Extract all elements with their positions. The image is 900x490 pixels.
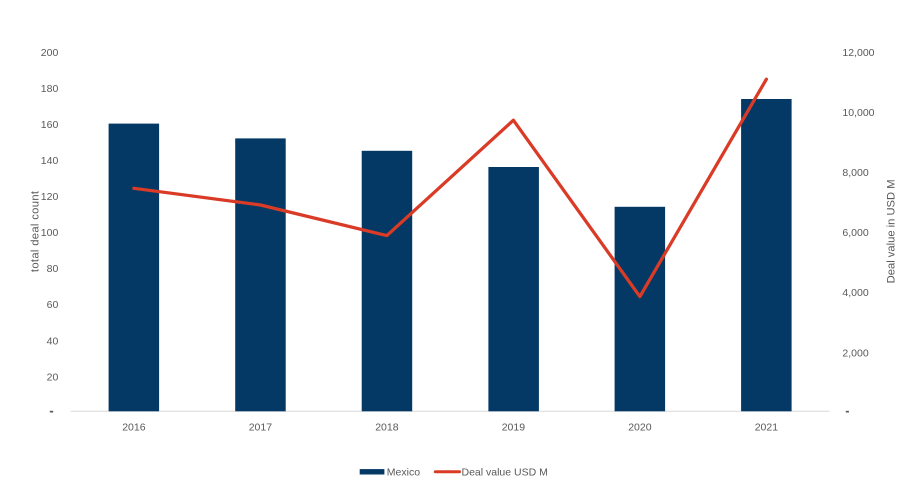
svg-text:12,000: 12,000 — [842, 47, 874, 59]
svg-text:10,000: 10,000 — [842, 107, 874, 119]
svg-text:120: 120 — [41, 191, 59, 203]
svg-text:2,000: 2,000 — [842, 347, 868, 359]
svg-text:160: 160 — [41, 119, 59, 131]
svg-text:140: 140 — [41, 155, 59, 167]
svg-text:Deal value in USD M: Deal value in USD M — [886, 179, 898, 283]
svg-text:2018: 2018 — [375, 421, 399, 433]
svg-text:60: 60 — [47, 299, 59, 311]
svg-text:200: 200 — [41, 47, 59, 59]
svg-text:2016: 2016 — [122, 421, 146, 433]
svg-text:2020: 2020 — [628, 421, 652, 433]
svg-text:Deal value USD M: Deal value USD M — [462, 466, 548, 478]
svg-text:2017: 2017 — [249, 421, 273, 433]
svg-text:Mexico: Mexico — [387, 466, 420, 478]
svg-text:2021: 2021 — [755, 421, 779, 433]
svg-text:80: 80 — [47, 263, 59, 275]
svg-text:6,000: 6,000 — [842, 227, 868, 239]
svg-text:100: 100 — [41, 227, 59, 239]
svg-text:180: 180 — [41, 83, 59, 95]
svg-text:8,000: 8,000 — [842, 167, 868, 179]
svg-text:2019: 2019 — [502, 421, 526, 433]
svg-text:total deal count: total deal count — [29, 190, 41, 272]
svg-text:4,000: 4,000 — [842, 287, 868, 299]
svg-text:40: 40 — [47, 335, 59, 347]
svg-text:20: 20 — [47, 371, 59, 383]
